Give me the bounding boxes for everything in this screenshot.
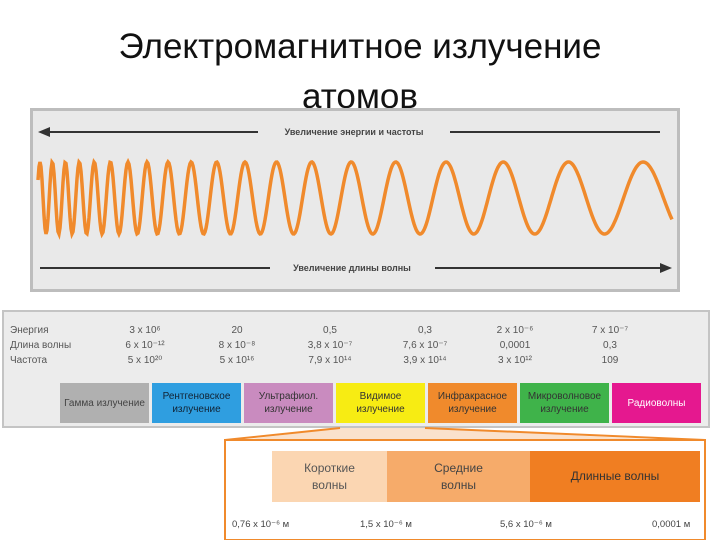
band: Ультрафиол. излучение — [244, 383, 333, 423]
cell-value: 7,6 x 10⁻⁷ — [402, 340, 448, 351]
cell-value: 20 — [231, 325, 243, 336]
arrow-label: Увеличение длины волны — [293, 263, 411, 273]
cell-value: 5 x 10¹⁶ — [219, 355, 255, 366]
row-label: Частота — [10, 355, 48, 366]
row-label: Длина волны — [10, 340, 72, 351]
cell-value: 7,9 x 10¹⁴ — [308, 355, 352, 366]
cell-value: 109 — [601, 355, 619, 366]
zoom-line — [224, 427, 341, 441]
cell-value: 0,5 — [323, 325, 337, 336]
cell-value: 3 x 10⁶ — [129, 325, 161, 336]
scale-label: 5,6 x 10⁻⁶ м — [500, 519, 552, 530]
band: Гамма излучение — [60, 383, 149, 423]
cell-value: 0,0001 — [499, 340, 531, 351]
scale-label: 0,0001 м — [652, 519, 691, 530]
cell-value: 3,8 x 10⁻⁷ — [307, 340, 353, 351]
slide-title: Электромагнитное излучение атомов — [118, 27, 602, 116]
scale-label: 1,5 x 10⁻⁶ м — [360, 519, 412, 530]
cell-value: 3,9 x 10¹⁴ — [403, 355, 447, 366]
range-long: Длинные волны — [530, 451, 700, 502]
spectrum-panel — [30, 108, 680, 292]
row-label: Энергия — [10, 325, 49, 336]
cell-value: 3 x 10¹² — [498, 355, 532, 366]
cell-value: 6 x 10⁻¹² — [125, 340, 165, 351]
band: Радиоволны — [612, 383, 701, 423]
band: Видимое излучение — [336, 383, 425, 423]
cell-value: 8 x 10⁻⁸ — [218, 340, 256, 351]
cell-value: 5 x 10²⁰ — [127, 355, 163, 366]
cell-value: 0,3 — [603, 340, 617, 351]
range-medium: Средние волны — [387, 451, 530, 502]
wave — [36, 157, 674, 240]
scale-label: 0,76 x 10⁻⁶ м — [232, 519, 290, 530]
band: Рентгеновское излучение — [152, 383, 241, 423]
zoom-fan — [225, 428, 705, 442]
range-short: Короткие волны — [272, 451, 387, 502]
band: Инфракрасное излучение — [428, 383, 517, 423]
band: Микроволновое излучение — [520, 383, 609, 423]
cell-value: 2 x 10⁻⁶ — [496, 325, 534, 336]
zoom-line — [424, 427, 706, 441]
arrow-head — [660, 263, 672, 273]
arrow-label: Увеличение энергии и частоты — [285, 127, 424, 137]
cell-value: 0,3 — [418, 325, 432, 336]
cell-value: 7 x 10⁻⁷ — [591, 325, 629, 336]
arrow-head — [38, 127, 50, 137]
